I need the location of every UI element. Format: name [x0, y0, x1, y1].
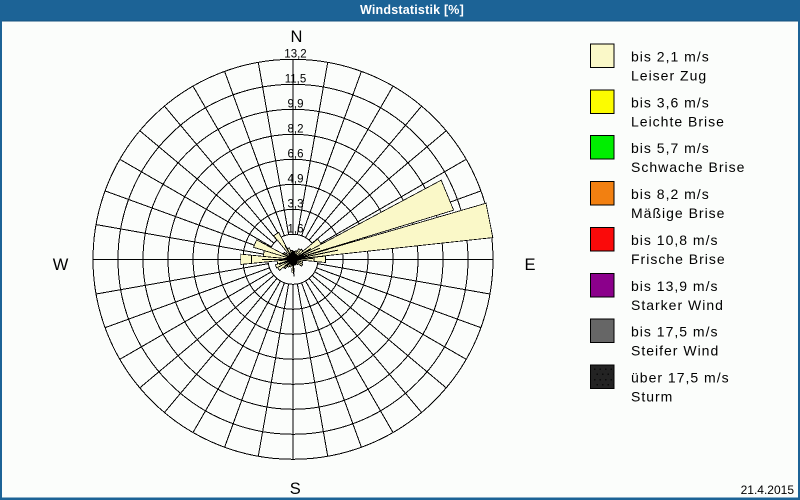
svg-text:bis 17,5 m/s: bis 17,5 m/s — [631, 324, 718, 340]
svg-text:bis 2,1 m/s: bis 2,1 m/s — [631, 49, 710, 65]
svg-text:Sturm: Sturm — [631, 389, 673, 405]
svg-text:bis 10,8 m/s: bis 10,8 m/s — [631, 232, 718, 248]
svg-text:Mäßige Brise: Mäßige Brise — [631, 205, 725, 221]
svg-text:13,2: 13,2 — [284, 48, 306, 60]
svg-text:3,3: 3,3 — [288, 198, 304, 210]
svg-text:bis 5,7 m/s: bis 5,7 m/s — [631, 140, 710, 156]
svg-text:4,9: 4,9 — [288, 173, 304, 185]
svg-text:8,2: 8,2 — [288, 123, 304, 135]
svg-text:E: E — [524, 256, 535, 274]
svg-text:Windstatistik [%]: Windstatistik [%] — [360, 3, 464, 17]
svg-text:11,5: 11,5 — [285, 73, 307, 85]
svg-text:Leiser Zug: Leiser Zug — [631, 68, 707, 84]
svg-text:Frische Brise: Frische Brise — [631, 251, 726, 267]
svg-text:6,6: 6,6 — [288, 148, 304, 160]
svg-text:bis 8,2 m/s: bis 8,2 m/s — [631, 186, 710, 202]
svg-text:1,6: 1,6 — [288, 223, 304, 235]
svg-text:9,9: 9,9 — [288, 98, 304, 110]
svg-text:Schwache Brise: Schwache Brise — [631, 159, 745, 175]
svg-text:N: N — [290, 28, 302, 46]
svg-text:Leichte Brise: Leichte Brise — [631, 113, 725, 129]
svg-text:bis 13,9 m/s: bis 13,9 m/s — [631, 278, 718, 294]
svg-text:W: W — [53, 256, 69, 274]
svg-text:über 17,5 m/s: über 17,5 m/s — [631, 370, 730, 386]
svg-text:S: S — [290, 480, 301, 498]
svg-text:Steifer Wind: Steifer Wind — [631, 343, 719, 359]
svg-text:Starker Wind: Starker Wind — [631, 297, 724, 313]
svg-text:21.4.2015: 21.4.2015 — [741, 483, 795, 497]
svg-text:bis 3,6 m/s: bis 3,6 m/s — [631, 94, 710, 110]
